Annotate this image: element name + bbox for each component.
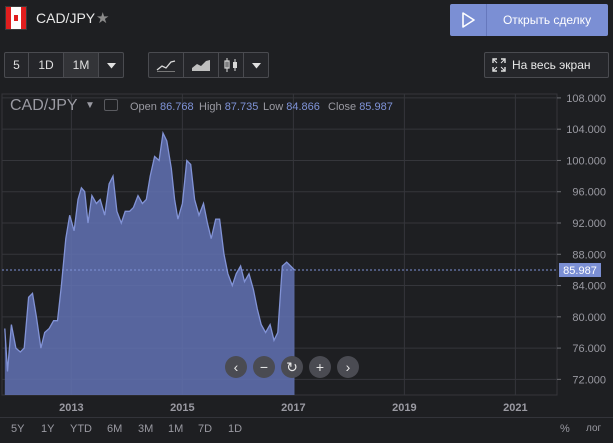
close-label: Close xyxy=(328,101,357,113)
series-area xyxy=(4,133,295,395)
chevron-down-icon xyxy=(107,63,116,69)
y-tick-label: 92.000 xyxy=(572,218,606,230)
star-icon[interactable]: ★ xyxy=(96,10,110,27)
x-tick-label: 2017 xyxy=(281,402,305,414)
interval-5[interactable]: 5 xyxy=(5,53,29,77)
chevron-down-icon xyxy=(252,63,261,69)
y-tick-label: 88.000 xyxy=(572,249,606,261)
scroll-right-button[interactable]: › xyxy=(337,356,359,378)
high-label: High xyxy=(199,101,222,113)
minus-icon: − xyxy=(259,359,269,375)
zoom-in-button[interactable]: + xyxy=(309,356,331,378)
interval-selector: 5 1D 1M xyxy=(4,52,124,78)
line-chart-button[interactable] xyxy=(149,53,184,77)
ohlc-low: Low 84.866 xyxy=(263,101,320,113)
y-tick-label: 84.000 xyxy=(572,281,606,293)
y-tick-label: 72.000 xyxy=(572,374,606,386)
symbol-title: CAD/JPY xyxy=(36,10,96,26)
canada-flag-icon xyxy=(6,7,26,29)
chevron-down-icon[interactable]: ▼ xyxy=(85,100,95,111)
plus-icon: + xyxy=(315,359,325,375)
chart-type-dropdown-button[interactable] xyxy=(244,53,268,77)
ohlc-high: High 87.735 xyxy=(199,101,258,113)
close-value: 85.987 xyxy=(359,101,393,113)
x-tick-label: 2015 xyxy=(170,402,194,414)
interval-dropdown-button[interactable] xyxy=(99,53,123,77)
y-tick-label: 76.000 xyxy=(572,343,606,355)
range-1d[interactable]: 1D xyxy=(228,423,243,435)
range-5y[interactable]: 5Y xyxy=(11,423,25,435)
y-tick-label: 80.000 xyxy=(572,312,606,324)
y-tick-label: 108.000 xyxy=(566,93,606,105)
percent-toggle[interactable]: % xyxy=(560,423,570,435)
high-value: 87.735 xyxy=(224,101,259,113)
ohlc-close: Close 85.987 xyxy=(328,101,393,113)
fullscreen-button[interactable]: На весь экран xyxy=(484,52,609,78)
candles-chart-icon xyxy=(224,58,237,72)
range-3m[interactable]: 3M xyxy=(138,423,154,435)
top-bar: CAD/JPY ★ Открыть сделку xyxy=(0,0,613,40)
play-icon xyxy=(450,4,487,36)
zoom-out-button[interactable]: − xyxy=(253,356,275,378)
y-tick-label: 100.000 xyxy=(566,155,606,167)
interval-1d[interactable]: 1D xyxy=(29,53,64,77)
interval-1m[interactable]: 1M xyxy=(64,53,99,77)
open-trade-label: Открыть сделку xyxy=(502,13,592,27)
fullscreen-icon xyxy=(492,58,506,72)
x-tick-label: 2021 xyxy=(503,402,527,414)
price-chart[interactable]: 2013 2015 2017 2019 2021 72.000 76.000 80.000 84… xyxy=(0,90,613,416)
open-label: Open xyxy=(130,101,157,113)
y-tick-label: 96.000 xyxy=(572,187,606,199)
y-tick-label: 104.000 xyxy=(566,124,606,136)
chevron-right-icon: › xyxy=(345,359,351,375)
area-chart-icon xyxy=(192,60,210,71)
range-bar: 5Y 1Y YTD 6M 3M 1M 7D 1D % лог xyxy=(0,417,613,443)
refresh-icon: ↻ xyxy=(286,359,298,375)
area-chart-button[interactable] xyxy=(184,53,219,77)
x-tick-label: 2019 xyxy=(392,402,416,414)
reset-zoom-button[interactable]: ↻ xyxy=(281,356,303,378)
log-toggle[interactable]: лог xyxy=(586,423,602,434)
last-price-label: 85.987 xyxy=(563,265,597,277)
visibility-icon[interactable] xyxy=(104,99,118,111)
fullscreen-label: На весь экран xyxy=(512,58,591,72)
scroll-left-button[interactable]: ‹ xyxy=(225,356,247,378)
series-line xyxy=(4,130,295,372)
low-value: 84.866 xyxy=(286,101,320,113)
chart-type-selector xyxy=(148,52,269,78)
open-value: 86.768 xyxy=(159,101,194,113)
legend-symbol[interactable]: CAD/JPY xyxy=(10,97,78,114)
last-price-tag xyxy=(559,263,601,278)
low-label: Low xyxy=(263,101,284,113)
range-1y[interactable]: 1Y xyxy=(41,423,55,435)
x-tick-label: 2013 xyxy=(59,402,83,414)
range-1m[interactable]: 1M xyxy=(168,423,184,435)
range-6m[interactable]: 6M xyxy=(107,423,123,435)
range-7d[interactable]: 7D xyxy=(198,423,213,435)
range-ytd[interactable]: YTD xyxy=(70,423,92,435)
open-trade-button[interactable]: Открыть сделку xyxy=(450,4,608,36)
line-chart-icon xyxy=(156,60,176,72)
candles-chart-button[interactable] xyxy=(219,53,244,77)
ohlc-open: Open 86.768 xyxy=(130,101,194,113)
chevron-left-icon: ‹ xyxy=(233,359,239,375)
